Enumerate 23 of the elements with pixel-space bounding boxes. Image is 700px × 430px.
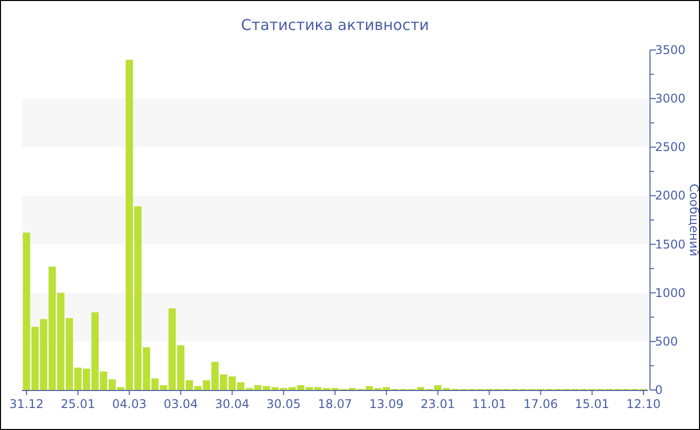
x-tick-label: 30.05 (266, 397, 301, 411)
x-tick-label: 11.01 (472, 397, 506, 411)
y-tick-label: 0 (655, 383, 663, 397)
x-tick-label: 18.07 (318, 397, 352, 411)
x-tick-label: 12.10 (626, 397, 661, 411)
y-tick-label: 3500 (655, 43, 686, 57)
y-tick-label: 1500 (655, 237, 686, 252)
x-tick-label: 13.09 (369, 397, 404, 411)
x-tick-label: 25.01 (60, 397, 96, 411)
x-tick-label: 15.01 (574, 397, 610, 411)
x-tick-label: 04.03 (112, 397, 147, 411)
chart-title: Статистика активности (241, 16, 429, 34)
x-tick-label: 23.01 (420, 397, 456, 411)
y-axis-title: Сообщений (687, 184, 700, 256)
y-tick-label: 2000 (655, 188, 686, 203)
y-tick-label: 3000 (655, 92, 686, 106)
y-tick-label: 2500 (655, 140, 686, 154)
x-tick-label: 30.04 (214, 397, 250, 411)
x-tick-label: 17.06 (523, 397, 558, 411)
x-tick-label: 31.12 (9, 397, 44, 411)
y-tick-label: 1000 (655, 286, 686, 300)
y-tick-label: 500 (655, 334, 678, 348)
x-tick-label: 03.04 (164, 397, 198, 411)
